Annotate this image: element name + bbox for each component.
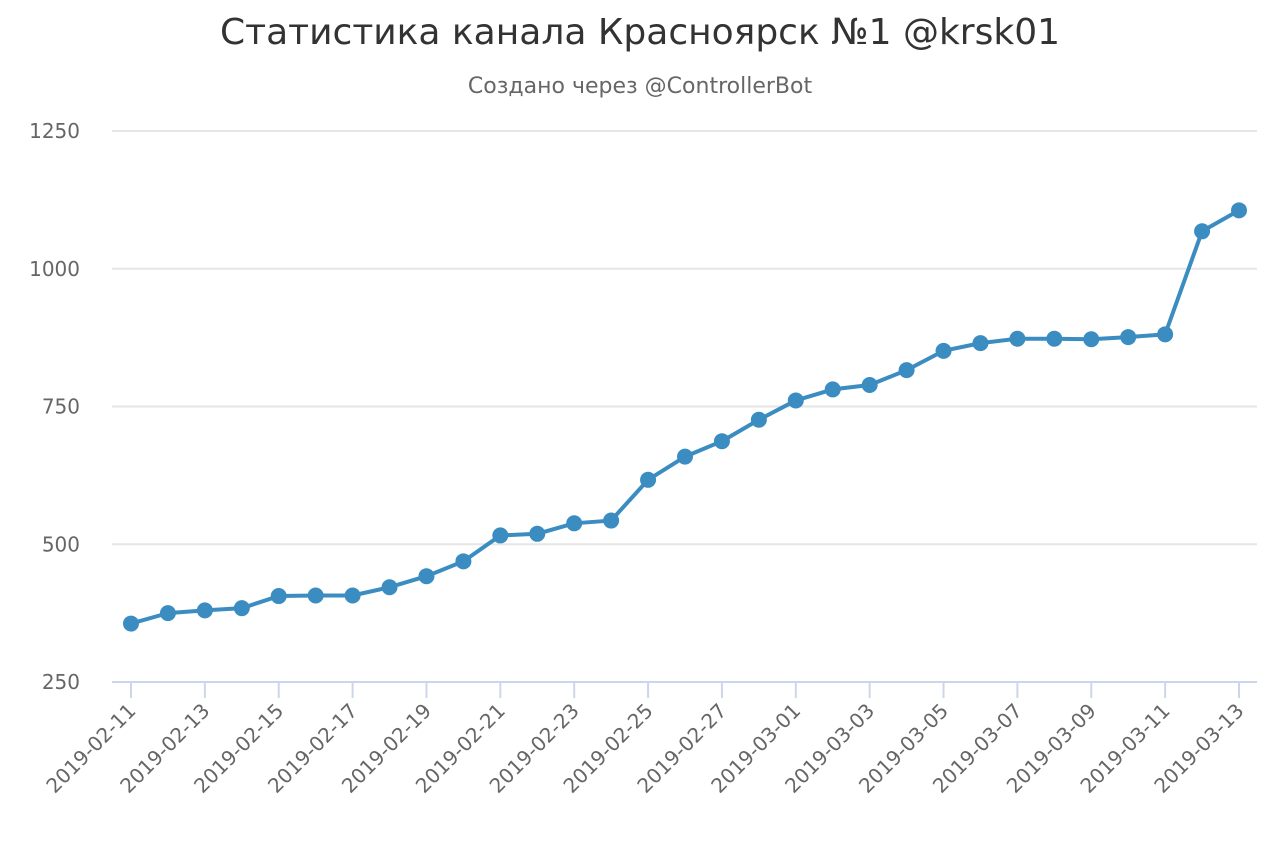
data-point[interactable] <box>750 411 767 428</box>
y-axis-ticks: 250 500 750 1000 1250 <box>29 119 80 694</box>
data-point[interactable] <box>344 587 361 604</box>
y-tick-label: 750 <box>42 395 80 419</box>
data-point[interactable] <box>824 381 841 398</box>
y-tick-label: 1250 <box>29 119 80 143</box>
data-point[interactable] <box>1083 331 1100 348</box>
data-point[interactable] <box>529 525 546 542</box>
data-point[interactable] <box>603 512 620 529</box>
data-point[interactable] <box>972 335 989 352</box>
data-point[interactable] <box>1231 202 1247 219</box>
data-point[interactable] <box>787 392 804 409</box>
data-point[interactable] <box>233 600 250 617</box>
data-point[interactable] <box>1120 329 1137 346</box>
data-point[interactable] <box>455 553 472 570</box>
data-point[interactable] <box>566 515 583 532</box>
data-point[interactable] <box>270 588 287 605</box>
data-point[interactable] <box>640 471 657 488</box>
data-point[interactable] <box>861 377 878 394</box>
data-point[interactable] <box>677 448 693 465</box>
data-point[interactable] <box>123 615 139 632</box>
data-point[interactable] <box>492 527 509 544</box>
data-point[interactable] <box>1009 330 1026 347</box>
series-line <box>123 202 1247 632</box>
y-tick-label: 1000 <box>29 257 80 281</box>
data-point[interactable] <box>196 602 213 619</box>
data-point[interactable] <box>935 342 952 359</box>
x-axis: 2019-02-112019-02-132019-02-152019-02-17… <box>41 681 1257 798</box>
y-tick-label: 500 <box>42 532 80 556</box>
data-point[interactable] <box>713 433 730 450</box>
chart-subtitle: Создано через @ControllerBot <box>467 74 813 99</box>
data-point[interactable] <box>1194 223 1211 240</box>
data-point[interactable] <box>159 605 176 622</box>
y-tick-label: 250 <box>42 670 80 694</box>
chart-title: Статистика канала Красноярск №1 @krsk01 <box>219 12 1061 53</box>
data-point[interactable] <box>898 362 915 379</box>
data-point[interactable] <box>307 587 324 604</box>
series-path <box>129 208 1241 626</box>
data-point[interactable] <box>1157 326 1174 343</box>
data-point[interactable] <box>381 579 398 596</box>
data-point[interactable] <box>418 568 435 585</box>
grid-lines <box>112 130 1257 546</box>
data-point[interactable] <box>1046 330 1063 347</box>
